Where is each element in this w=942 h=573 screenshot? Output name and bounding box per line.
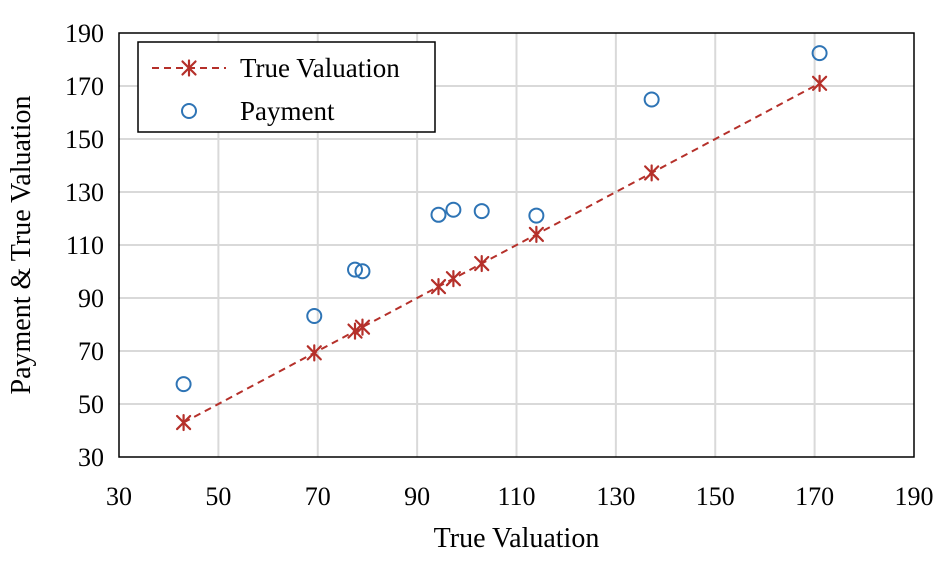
true-valuation-point bbox=[430, 278, 447, 296]
legend-symbol-true-valuation bbox=[152, 59, 226, 77]
grid-lines bbox=[119, 33, 914, 457]
payment-point bbox=[643, 91, 660, 108]
y-tick-label: 130 bbox=[65, 178, 104, 207]
y-tick-label: 70 bbox=[78, 337, 104, 366]
x-tick-label: 50 bbox=[205, 482, 231, 511]
true-valuation-line bbox=[183, 82, 821, 424]
true-valuation-point bbox=[528, 225, 545, 243]
true-valuation-point bbox=[811, 74, 828, 92]
true-valuation-point bbox=[445, 270, 462, 288]
x-axis-title: True Valuation bbox=[434, 523, 600, 554]
y-tick-label: 50 bbox=[78, 390, 104, 419]
y-tick-label: 30 bbox=[78, 443, 104, 472]
x-tick-label: 30 bbox=[106, 482, 132, 511]
x-tick-label: 170 bbox=[795, 482, 834, 511]
payment-point bbox=[430, 206, 447, 223]
x-tick-label: 130 bbox=[596, 482, 635, 511]
legend-marker-true-valuation bbox=[181, 59, 197, 77]
true-valuation-point bbox=[306, 344, 322, 362]
y-axis-ticks: 30 50 70 90 110 130 150 170 190 bbox=[65, 19, 104, 472]
payment-point bbox=[528, 207, 545, 224]
payment-point bbox=[811, 45, 828, 62]
x-tick-label: 70 bbox=[305, 482, 331, 511]
y-tick-label: 170 bbox=[65, 72, 104, 101]
true-valuation-point bbox=[175, 413, 192, 432]
payment-point bbox=[445, 201, 462, 218]
y-tick-label: 190 bbox=[65, 19, 104, 48]
x-tick-label: 110 bbox=[497, 482, 535, 511]
true-valuation-point bbox=[474, 254, 490, 273]
legend: True Valuation Payment bbox=[137, 41, 436, 133]
payment-point bbox=[347, 261, 364, 278]
x-axis-ticks: 30 50 70 90 110 130 150 170 190 bbox=[106, 482, 934, 511]
series-layer bbox=[175, 45, 828, 432]
legend-symbol-payment bbox=[181, 103, 197, 119]
true-valuation-point bbox=[644, 164, 660, 182]
x-tick-label: 150 bbox=[696, 482, 735, 511]
x-tick-label: 190 bbox=[895, 482, 934, 511]
payment-point bbox=[473, 203, 490, 220]
legend-label-payment: Payment bbox=[240, 96, 335, 126]
payment-point bbox=[306, 308, 323, 325]
y-tick-label: 90 bbox=[78, 284, 104, 313]
y-tick-label: 110 bbox=[66, 231, 104, 260]
y-tick-label: 150 bbox=[65, 125, 104, 154]
x-tick-label: 90 bbox=[404, 482, 430, 511]
legend-label-true-valuation: True Valuation bbox=[240, 53, 400, 83]
payment-point bbox=[175, 376, 192, 393]
true-valuation-point bbox=[347, 322, 363, 340]
payment-point bbox=[354, 263, 371, 280]
true-valuation-point bbox=[354, 318, 371, 336]
plot-frame bbox=[118, 32, 915, 458]
y-axis-title: Payment & True Valuation bbox=[6, 96, 37, 395]
legend-marker-payment bbox=[181, 103, 197, 119]
